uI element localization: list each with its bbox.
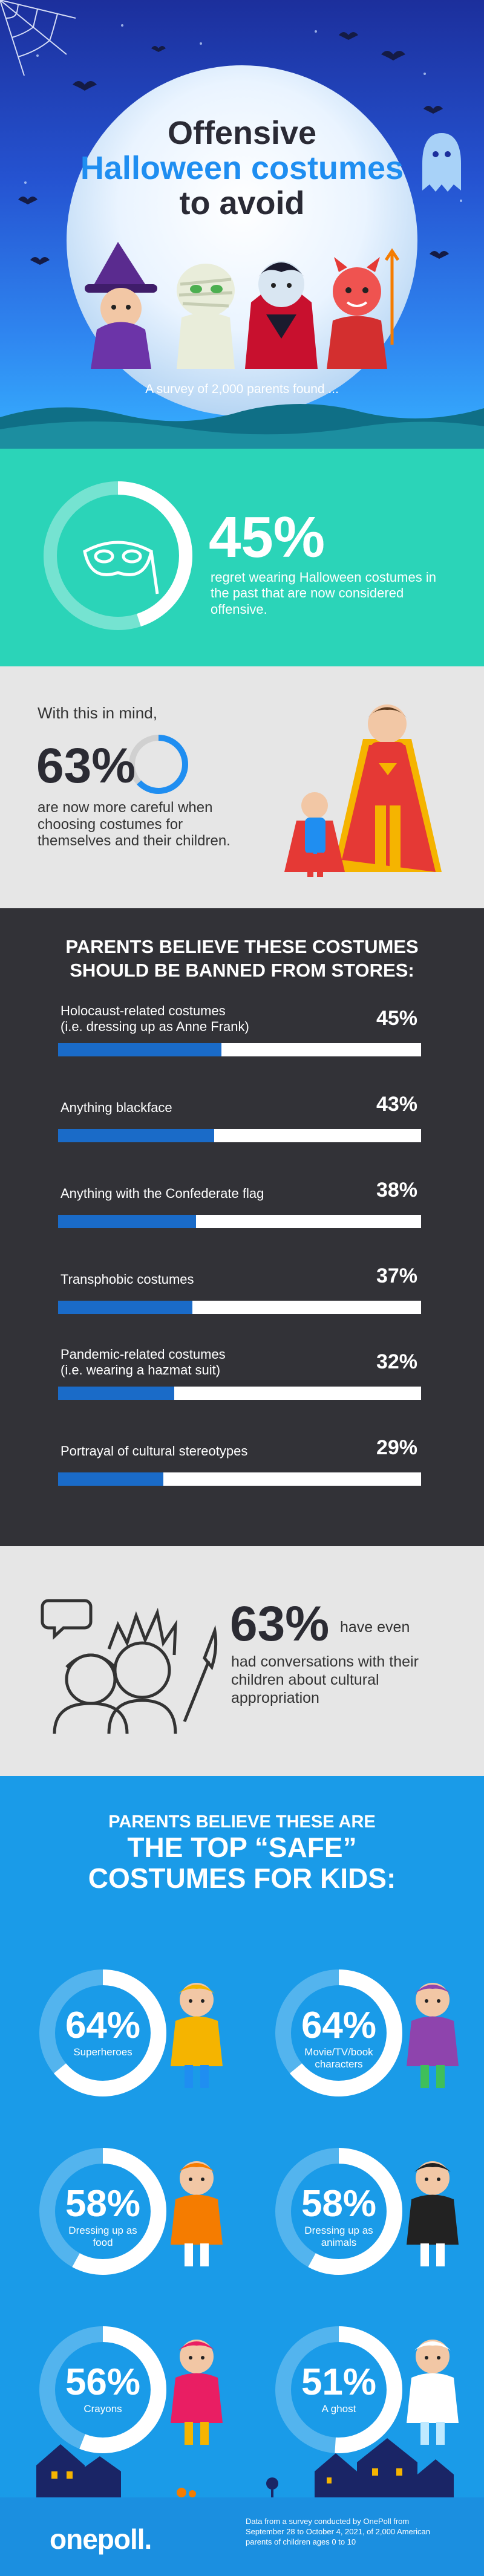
safe-ring <box>275 2148 402 2275</box>
mummy-kid-icon <box>177 264 235 369</box>
banned-bar <box>58 1387 174 1400</box>
banned-section: PARENTS BELIEVE THESE COSTUMES SHOULD BE… <box>0 908 484 1546</box>
safe-heading-line-3: COSTUMES FOR KIDS: <box>88 1862 396 1894</box>
banned-bar <box>58 1472 163 1486</box>
footer-note: Data from a survey conducted by OnePoll … <box>246 2517 430 2546</box>
safe-ring-arc <box>275 2148 402 2275</box>
safe-heading-line-1: PARENTS BELIEVE THESE ARE <box>108 1812 376 1832</box>
banned-bar-label: Transphobic costumes <box>60 1272 194 1287</box>
footer-section: onepoll. Data from a survey conducted by… <box>0 2497 484 2576</box>
stat3-text: had conversations with their children ab… <box>231 1653 419 1706</box>
stat3-text-line-1: have even <box>340 1619 410 1636</box>
bats-icon <box>18 32 449 265</box>
safe-ring-value: 64% <box>301 2005 377 2046</box>
pumpkin-kid-icon <box>171 2161 223 2266</box>
onepoll-logo[interactable]: onepoll. <box>50 2523 152 2555</box>
safe-ring-label: Superheroes <box>73 2046 132 2058</box>
stat2-text: are now more careful when choosing costu… <box>38 799 231 850</box>
banned-bar-label: Anything with the Confederate flag <box>60 1186 264 1201</box>
devil-kid-icon <box>327 248 400 369</box>
safe-ring-value: 56% <box>65 2361 141 2403</box>
safe-ring <box>39 2326 166 2453</box>
mask-icon <box>83 541 159 594</box>
superhero-parent-child-illustration <box>284 704 442 877</box>
safe-ring-arc <box>275 1969 402 2096</box>
stat1-ring <box>44 481 192 630</box>
banned-bar-value: 37% <box>376 1264 417 1287</box>
safe-ring-arc <box>275 2326 402 2453</box>
safe-ring-label: Movie/TV/book characters <box>304 2046 373 2070</box>
witch-kid-icon <box>85 242 157 369</box>
safe-ring-label: A ghost <box>321 2403 356 2415</box>
stat1-section: 45% regret wearing Halloween costumes in… <box>0 449 484 666</box>
superhero-kid-icon <box>171 1983 223 2088</box>
stat2-section: With this in mind, 63% are now more care… <box>0 666 484 908</box>
safe-ring-label: Crayons <box>83 2403 122 2415</box>
safe-ring-label: Dressing up as animals <box>304 2225 373 2249</box>
banned-bar-value: 38% <box>376 1179 417 1202</box>
banned-bar-label: Pandemic-related costumes (i.e. wearing … <box>60 1347 226 1378</box>
stat1-ring-arc <box>44 481 192 630</box>
banned-bar <box>58 1043 221 1056</box>
banned-bar-track <box>58 1043 421 1056</box>
spider-web-icon <box>0 0 76 76</box>
safe-heading-line-2: THE TOP “SAFE” <box>127 1832 357 1863</box>
safe-ring-label: Dressing up as food <box>68 2225 137 2249</box>
safe-ring <box>39 2148 166 2275</box>
ghost-icon <box>422 133 461 192</box>
conversation-illustration <box>41 1599 218 1734</box>
banned-bar-track <box>58 1387 421 1400</box>
banned-bar <box>58 1129 214 1142</box>
banned-bar-label: Holocaust-related costumes (i.e. dressin… <box>60 1003 249 1035</box>
title-line-2: Halloween costumes <box>80 150 404 186</box>
stat2-ring-arc <box>129 735 188 794</box>
stat1-text: regret wearing Halloween costumes in the… <box>211 570 436 617</box>
stat3-value: 63% <box>230 1596 330 1651</box>
banned-bar <box>58 1215 196 1228</box>
safe-ring-value: 58% <box>65 2183 141 2225</box>
stat3-section: 63% have even had conversations with the… <box>0 1546 484 1776</box>
safe-ring-value: 58% <box>301 2183 377 2225</box>
safe-ring-value: 51% <box>301 2361 377 2403</box>
panda-kid-icon <box>407 2161 459 2266</box>
header-section: Offensive Halloween costumes to avoid <box>0 0 484 449</box>
vampire-kid-icon <box>245 261 318 369</box>
safe-ring-arc <box>39 1969 166 2096</box>
banned-bar <box>58 1301 192 1314</box>
banned-heading-line-2: SHOULD BE BANNED FROM STORES: <box>70 959 414 981</box>
stat2-intro: With this in mind, <box>38 704 157 722</box>
title-line-1: Offensive <box>167 115 317 151</box>
safe-section: PARENTS BELIEVE THESE ARE THE TOP “SAFE”… <box>0 1776 484 2497</box>
banned-bar-value: 29% <box>376 1436 417 1459</box>
banned-bar-value: 32% <box>376 1350 417 1373</box>
stat1-value: 45% <box>209 505 325 570</box>
subtitle: A survey of 2,000 parents found ... <box>145 382 339 396</box>
safe-ring <box>275 2326 402 2453</box>
graveyard-ground <box>0 403 484 449</box>
banned-bar-track <box>58 1301 421 1314</box>
safe-ring <box>275 1969 402 2096</box>
stat2-ring <box>129 735 188 794</box>
stat2-value: 63% <box>36 738 136 793</box>
safe-ring-arc <box>39 2326 166 2453</box>
banned-bar-track <box>58 1129 421 1142</box>
banned-heading-line-1: PARENTS BELIEVE THESE COSTUMES <box>65 936 419 957</box>
banned-bar-label: Portrayal of cultural stereotypes <box>60 1443 248 1459</box>
banned-bar-value: 43% <box>376 1093 417 1116</box>
banned-heading: PARENTS BELIEVE THESE COSTUMES SHOULD BE… <box>0 935 484 983</box>
safe-ring <box>39 1969 166 2096</box>
joker-kid-icon <box>407 1983 459 2088</box>
banned-bar-value: 45% <box>376 1007 417 1030</box>
banned-bar-track <box>58 1472 421 1486</box>
title-line-3: to avoid <box>179 185 305 221</box>
safe-heading: PARENTS BELIEVE THESE ARE THE TOP “SAFE”… <box>0 1812 484 1893</box>
safe-ring-value: 64% <box>65 2005 141 2046</box>
costumed-kids-illustration <box>85 242 400 369</box>
safe-ring-arc <box>39 2148 166 2275</box>
haunted-houses-illustration <box>36 2438 454 2497</box>
banned-bar-label: Anything blackface <box>60 1100 172 1115</box>
crayon-kid-icon <box>171 2340 223 2445</box>
banned-bar-track <box>58 1215 421 1228</box>
ghost-kid-icon <box>407 2340 459 2445</box>
